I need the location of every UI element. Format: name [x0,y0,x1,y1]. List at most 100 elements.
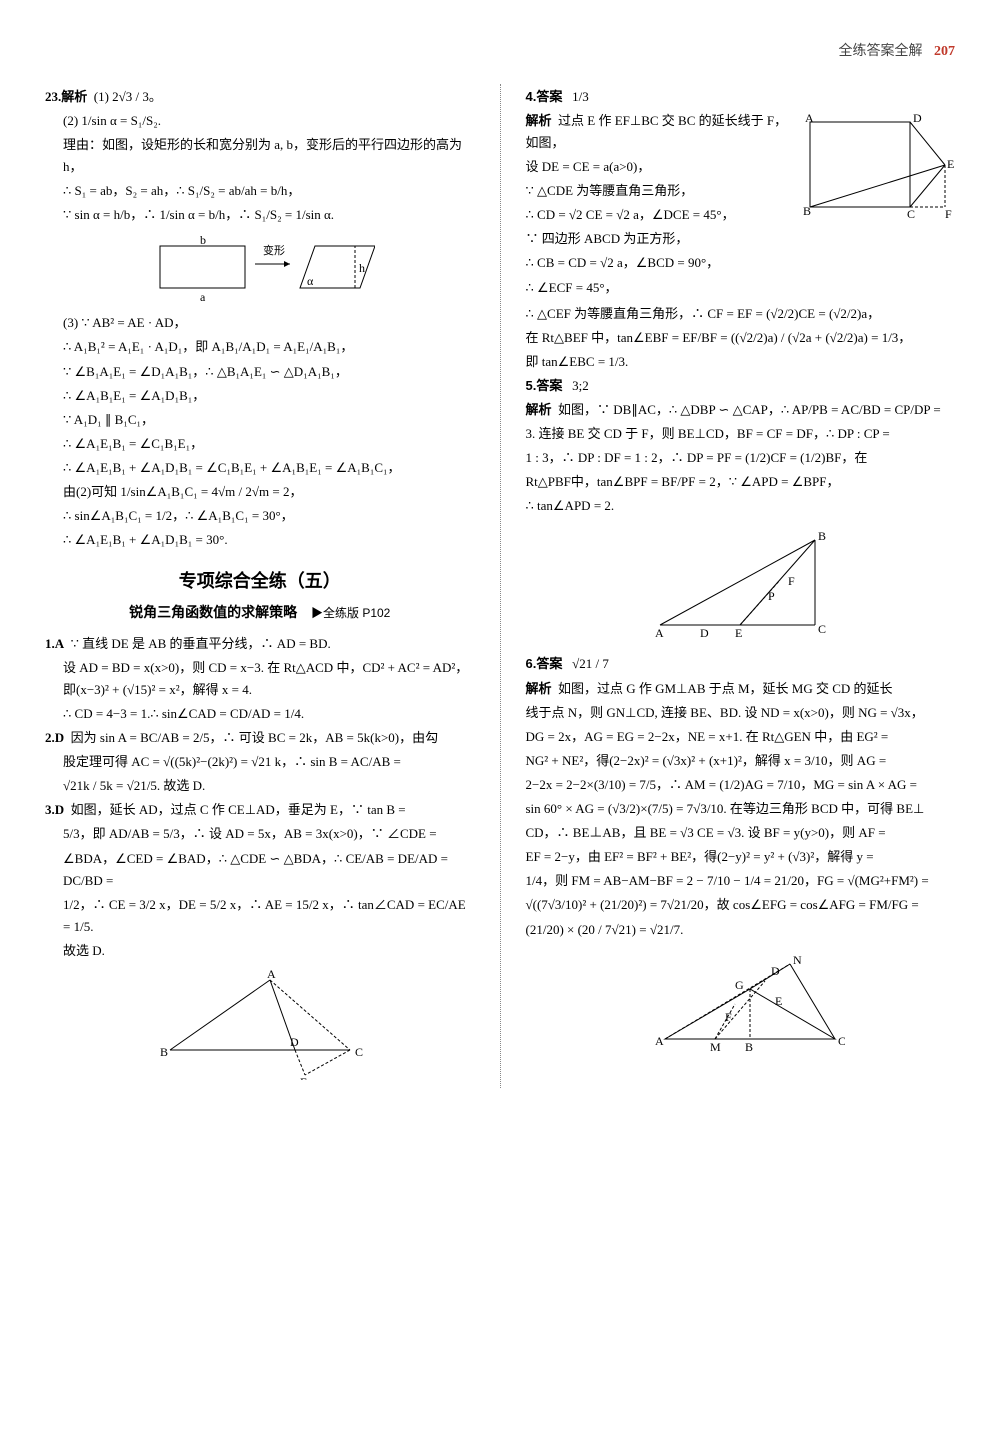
svg-text:a: a [200,290,206,304]
q2-num: 2.D [45,730,64,745]
q4-figure: A D E B C F [795,110,955,225]
q4-l6: ∴ CB = CD = √2 a，∠BCD = 90°， [526,252,956,274]
q5-l2: 3. 连接 BE 交 CD 于 F，则 BE⊥CD，BF = CF = DF，∴… [526,423,956,445]
q5-l1: 如图，∵ DB∥AC，∴ △DBP ∽ △CAP，∴ AP/PB = AC/BD… [558,402,941,417]
q1-l1: ∵ 直线 DE 是 AB 的垂直平分线，∴ AD = BD. [71,636,331,651]
q23-eq11: ∴ ∠A₁E₁B₁ + ∠A₁D₁B₁ = 30°. [63,529,475,551]
svg-text:B: B [803,204,811,218]
svg-text:F: F [788,574,795,588]
page-header: 全练答案全解 207 [45,40,955,64]
q6-l3: DG = 2x，AG = EG = 2−2x，NE = x+1. 在 Rt△GE… [526,726,956,748]
svg-text:D: D [290,1035,299,1049]
q4-l8: ∴ △CEF 为等腰直角三角形，∴ CF = EF = (√2/2)CE = (… [526,303,956,325]
content-columns: 23.解析 (1) 2√3 / 3。 (2) 1/sin α = S₁/S₂. … [45,84,955,1088]
svg-text:B: B [160,1045,168,1059]
svg-text:D: D [700,626,709,640]
q4-anlabel: 解析 [526,113,552,128]
q23-3a: (3) ∵ AB² = AE · AD， [63,312,475,334]
svg-text:A: A [267,970,276,981]
q3-l4: 1/2，∴ CE = 3/2 x，DE = 5/2 x，∴ AE = 15/2 … [63,894,475,938]
q23-eq9: 由(2)可知 1/sin∠A₁B₁C₁ = 4√m / 2√m = 2， [63,481,475,503]
q5-l4: Rt△PBF中，tan∠BPF = BF/PF = 2，∵ ∠APD = ∠BP… [526,471,956,493]
q6-anlabel: 解析 [526,681,552,696]
q2-l1: 因为 sin A = BC/AB = 2/5，∴ 可设 BC = 2k，AB =… [71,730,438,745]
q23-eq8: ∴ ∠A₁E₁B₁ + ∠A₁D₁B₁ = ∠C₁B₁E₁ + ∠A₁B₁E₁ … [63,457,475,479]
q6-l11: (21/20) × (20 / 7√21) = √21/7. [526,919,956,941]
q5-diagram: A B C E P F D [640,525,840,645]
q6-l1: 如图，过点 G 作 GM⊥AB 于点 M，延长 MG 交 CD 的延长 [558,681,893,696]
svg-text:E: E [775,994,782,1008]
q3-num: 3.D [45,802,64,817]
svg-text:N: N [793,953,802,967]
q6-l9: 1/4，则 FM = AB−AM−BF = 2 − 7/10 − 1/4 = 2… [526,870,956,892]
q23-2a: (2) 1/sin α = S₁/S₂. [63,110,475,132]
svg-text:A: A [655,626,664,640]
q6-l8: EF = 2−y，由 EF² = BF² + BE²，得(2−y)² = y² … [526,846,956,868]
svg-text:E: E [735,626,742,640]
q4-l9: 在 Rt△BEF 中，tan∠EBF = EF/BF = ((√2/2)a) /… [526,327,956,349]
q6-l10: √((7√3/10)² + (21/20)²) = 7√21/20，故 cos∠… [526,894,956,916]
svg-text:E: E [300,1075,307,1080]
page-number: 207 [934,44,955,59]
section-title: 专项综合全练（五） [45,566,475,597]
svg-text:M: M [710,1040,721,1054]
svg-text:C: C [838,1034,845,1048]
svg-text:C: C [355,1045,363,1059]
q23-eq1: ∴ S₁ = ab，S₂ = ah，∴ S₁/S₂ = ab/ah = b/h， [63,180,475,202]
q1-l2: 设 AD = BD = x(x>0)，则 CD = x−3. 在 Rt△ACD … [63,657,475,701]
q3-l2: 5/3，即 AD/AB = 5/3，∴ 设 AD = 5x，AB = 3x(x>… [63,823,475,845]
right-column: 4.答案 1/3 A D E B C F 解析 过点 E 作 EF⊥BC 交 B… [526,84,956,1088]
q5-anlabel: 解析 [526,402,552,417]
svg-text:F: F [725,1010,732,1024]
q5-l3: 1 : 3，∴ DP : DF = 1 : 2，∴ DP = PF = (1/2… [526,447,956,469]
svg-text:A: A [805,111,814,125]
q5-l5: ∴ tan∠APD = 2. [526,495,956,517]
q23-part1: (1) 2√3 / 3。 [94,89,162,104]
q6-l5: 2−2x = 2−2×(3/10) = 7/5，∴ AM = (1/2)AG =… [526,774,956,796]
q4-l10: 即 tan∠EBC = 1/3. [526,351,956,373]
svg-text:h: h [359,261,365,275]
q6-diagram: A C B N D G M E F [635,949,845,1069]
q5-num: 5.答案 [526,378,563,393]
q6-fig: A C B N D G M E F [526,949,956,1069]
q3-l5: 故选 D. [63,940,475,962]
svg-text:D: D [771,964,780,978]
q23-eq2: ∵ sin α = h/b，∴ 1/sin α = b/h，∴ S₁/S₂ = … [63,204,475,226]
q23-fig: b a 变形 h α [45,234,475,304]
q23-eq5: ∴ ∠A₁B₁E₁ = ∠A₁D₁B₁， [63,385,475,407]
q1-num: 1.A [45,636,64,651]
q6-l7: CD，∴ BE⊥AB，且 BE = √3 CE = √3. 设 BF = y(y… [526,822,956,844]
svg-text:P: P [768,589,775,603]
q3-l1: 如图，延长 AD，过点 C 作 CE⊥AD，垂足为 E，∵ tan B = [71,802,406,817]
q23-eq6: ∵ A₁D₁ ∥ B₁C₁， [63,409,475,431]
svg-text:B: B [818,529,826,543]
q6-num: 6.答案 [526,656,563,671]
svg-text:C: C [818,622,826,636]
q23-num: 23.解析 [45,89,87,104]
q23-eq3: ∴ A₁B₁² = A₁E₁ · A₁D₁，即 A₁B₁/A₁D₁ = A₁E₁… [63,336,475,358]
svg-text:b: b [200,234,206,247]
rect-deform-diagram: b a 变形 h α [145,234,375,304]
q4-l1: 过点 E 作 EF⊥BC 交 BC 的延长线于 F，如图， [526,113,788,150]
q2-l2: 股定理可得 AC = √((5k)²−(2k)²) = √21 k，∴ sin … [63,751,475,773]
svg-text:C: C [907,207,915,221]
svg-text:α: α [307,274,314,288]
q5-ans: 3;2 [572,378,589,393]
q6-l4: NG² + NE²，得(2−2x)² = (√3x)² + (x+1)²，解得 … [526,750,956,772]
svg-text:E: E [947,157,954,171]
svg-text:G: G [735,978,744,992]
column-divider [500,84,501,1088]
svg-text:F: F [945,207,952,221]
q5-fig: A B C E P F D [526,525,956,645]
q23-eq4: ∵ ∠B₁A₁E₁ = ∠D₁A₁B₁，∴ △B₁A₁E₁ ∽ △D₁A₁B₁， [63,361,475,383]
svg-text:A: A [655,1034,664,1048]
q6-l2: 线于点 N，则 GN⊥CD, 连接 BE、BD. 设 ND = x(x>0)，则… [526,702,956,724]
q23-eq10: ∴ sin∠A₁B₁C₁ = 1/2，∴ ∠A₁B₁C₁ = 30°， [63,505,475,527]
q4-ans: 1/3 [572,89,589,104]
svg-text:D: D [913,111,922,125]
q1-l3: ∴ CD = 4−3 = 1.∴ sin∠CAD = CD/AD = 1/4. [63,703,475,725]
q4-l5: ∵ 四边形 ABCD 为正方形， [526,228,956,250]
q23-eq7: ∴ ∠A₁E₁B₁ = ∠C₁B₁E₁， [63,433,475,455]
q4-num: 4.答案 [526,89,563,104]
q2-l3: √21k / 5k = √21/5. 故选 D. [63,775,475,797]
